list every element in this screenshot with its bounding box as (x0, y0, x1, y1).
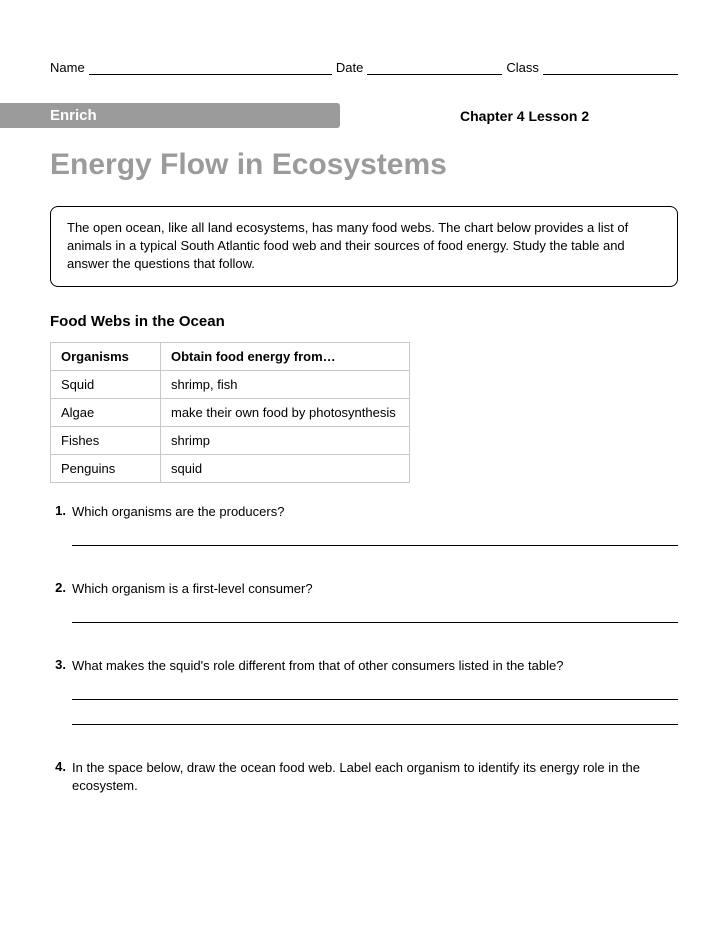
name-label: Name (50, 60, 85, 75)
date-field-line[interactable] (367, 61, 502, 75)
answer-line[interactable] (72, 622, 678, 623)
cell-organism: Algae (51, 398, 161, 426)
col-organisms: Organisms (51, 342, 161, 370)
class-field-line[interactable] (543, 61, 678, 75)
question-text: In the space below, draw the ocean food … (72, 759, 678, 795)
answer-line[interactable] (72, 545, 678, 546)
cell-organism: Penguins (51, 454, 161, 482)
question-number: 2. (50, 580, 72, 598)
cell-source: shrimp, fish (161, 370, 410, 398)
question-1: 1. Which organisms are the producers? (50, 503, 678, 521)
questions: 1. Which organisms are the producers? 2.… (50, 503, 678, 796)
name-field-line[interactable] (89, 61, 332, 75)
question-number: 3. (50, 657, 72, 675)
chapter-label: Chapter 4 Lesson 2 (360, 108, 678, 124)
question-text: What makes the squid's role different fr… (72, 657, 678, 675)
question-number: 1. (50, 503, 72, 521)
food-web-table: Organisms Obtain food energy from… Squid… (50, 342, 410, 483)
question-3: 3. What makes the squid's role different… (50, 657, 678, 675)
col-source: Obtain food energy from… (161, 342, 410, 370)
cell-organism: Squid (51, 370, 161, 398)
question-text: Which organisms are the producers? (72, 503, 678, 521)
subheading: Food Webs in the Ocean (50, 313, 678, 330)
answer-line[interactable] (72, 699, 678, 700)
table-row: Penguins squid (51, 454, 410, 482)
question-4: 4. In the space below, draw the ocean fo… (50, 759, 678, 795)
enrich-banner: Enrich (0, 103, 340, 128)
question-number: 4. (50, 759, 72, 795)
table-row: Squid shrimp, fish (51, 370, 410, 398)
cell-source: squid (161, 454, 410, 482)
table-row: Fishes shrimp (51, 426, 410, 454)
table-row: Algae make their own food by photosynthe… (51, 398, 410, 426)
cell-source: make their own food by photosynthesis (161, 398, 410, 426)
cell-source: shrimp (161, 426, 410, 454)
page-title: Energy Flow in Ecosystems (50, 148, 678, 182)
date-label: Date (336, 60, 363, 75)
table-header-row: Organisms Obtain food energy from… (51, 342, 410, 370)
class-label: Class (506, 60, 539, 75)
header-fields: Name Date Class (50, 60, 678, 75)
answer-line[interactable] (72, 724, 678, 725)
question-text: Which organism is a first-level consumer… (72, 580, 678, 598)
question-2: 2. Which organism is a first-level consu… (50, 580, 678, 598)
intro-box: The open ocean, like all land ecosystems… (50, 206, 678, 287)
cell-organism: Fishes (51, 426, 161, 454)
